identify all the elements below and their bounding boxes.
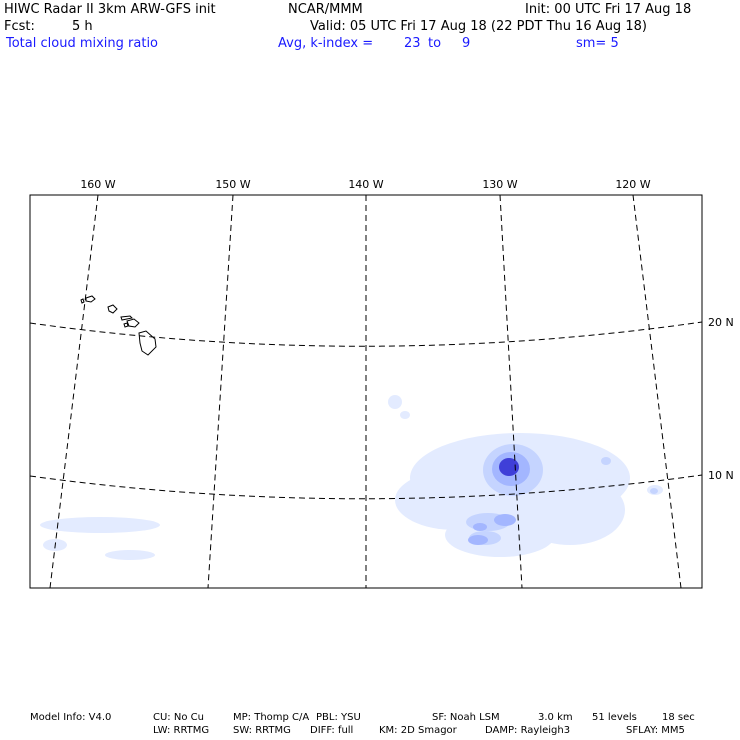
lon-label-150w: 150 W	[215, 178, 250, 191]
model-info-levels: 51 levels	[592, 712, 637, 723]
island-lanai	[123, 322, 129, 328]
header-forecast-hours: 5 h	[72, 19, 93, 34]
lat-label-20n: 20 N	[708, 316, 734, 329]
model-info-surface: SF: Noah LSM	[432, 712, 500, 723]
model-info-longwave: LW: RRTMG	[153, 725, 210, 736]
hawaii-islands	[80, 295, 157, 356]
model-info-damping: DAMP: Rayleigh3	[485, 725, 571, 736]
model-info-cumulus: CU: No Cu	[153, 712, 204, 723]
smoothing-value: sm= 5	[576, 36, 619, 51]
island-hawaii	[138, 330, 157, 356]
island-oahu	[107, 304, 118, 314]
field-name: Total cloud mixing ratio	[6, 36, 159, 51]
header-org: NCAR/MMM	[288, 2, 363, 17]
meridian-130w	[499, 194, 523, 589]
header-valid-time: Valid: 05 UTC Fri 17 Aug 18 (22 PDT Thu …	[310, 19, 647, 34]
island-kauai	[85, 295, 96, 303]
model-info-microphysics: MP: Thomp C/A	[233, 712, 310, 723]
meridian-120w	[632, 194, 682, 589]
cloud-field-core	[499, 458, 519, 476]
cloud-field-light	[40, 395, 663, 560]
k-index-to: 9	[462, 36, 471, 51]
island-niihau	[80, 298, 85, 304]
model-info-sflay: SFLAY: MM5	[626, 725, 685, 736]
lat-label-10n: 10 N	[708, 469, 734, 482]
model-info-km: KM: 2D Smagor	[379, 725, 457, 736]
header-init-time: Init: 00 UTC Fri 17 Aug 18	[525, 2, 692, 17]
map-frame	[29, 194, 703, 589]
lon-label-120w: 120 W	[615, 178, 650, 191]
graticule	[29, 194, 703, 589]
lon-label-130w: 130 W	[482, 178, 517, 191]
k-index-to-label: to	[428, 36, 442, 51]
model-info-diffusion: DIFF: full	[310, 725, 354, 736]
model-info-pbl: PBL: YSU	[316, 712, 361, 723]
lon-label-160w: 160 W	[80, 178, 115, 191]
header-forecast-label: Fcst:	[4, 19, 35, 34]
lon-label-140w: 140 W	[348, 178, 383, 191]
island-maui	[126, 318, 140, 328]
k-index-from: 23	[404, 36, 421, 51]
model-info-timestep: 18 sec	[662, 712, 695, 723]
island-molokai	[120, 315, 134, 321]
model-info-shortwave: SW: RRTMG	[233, 725, 291, 736]
cloud-mixing-ratio-field	[40, 395, 663, 560]
model-info-version: Model Info: V4.0	[30, 712, 112, 723]
header-title: HIWC Radar II 3km ARW-GFS init	[4, 2, 216, 17]
meridian-160w	[49, 194, 99, 589]
meridian-150w	[207, 194, 234, 589]
model-info-resolution: 3.0 km	[538, 712, 573, 723]
avg-k-index-label: Avg, k-index =	[278, 36, 374, 51]
